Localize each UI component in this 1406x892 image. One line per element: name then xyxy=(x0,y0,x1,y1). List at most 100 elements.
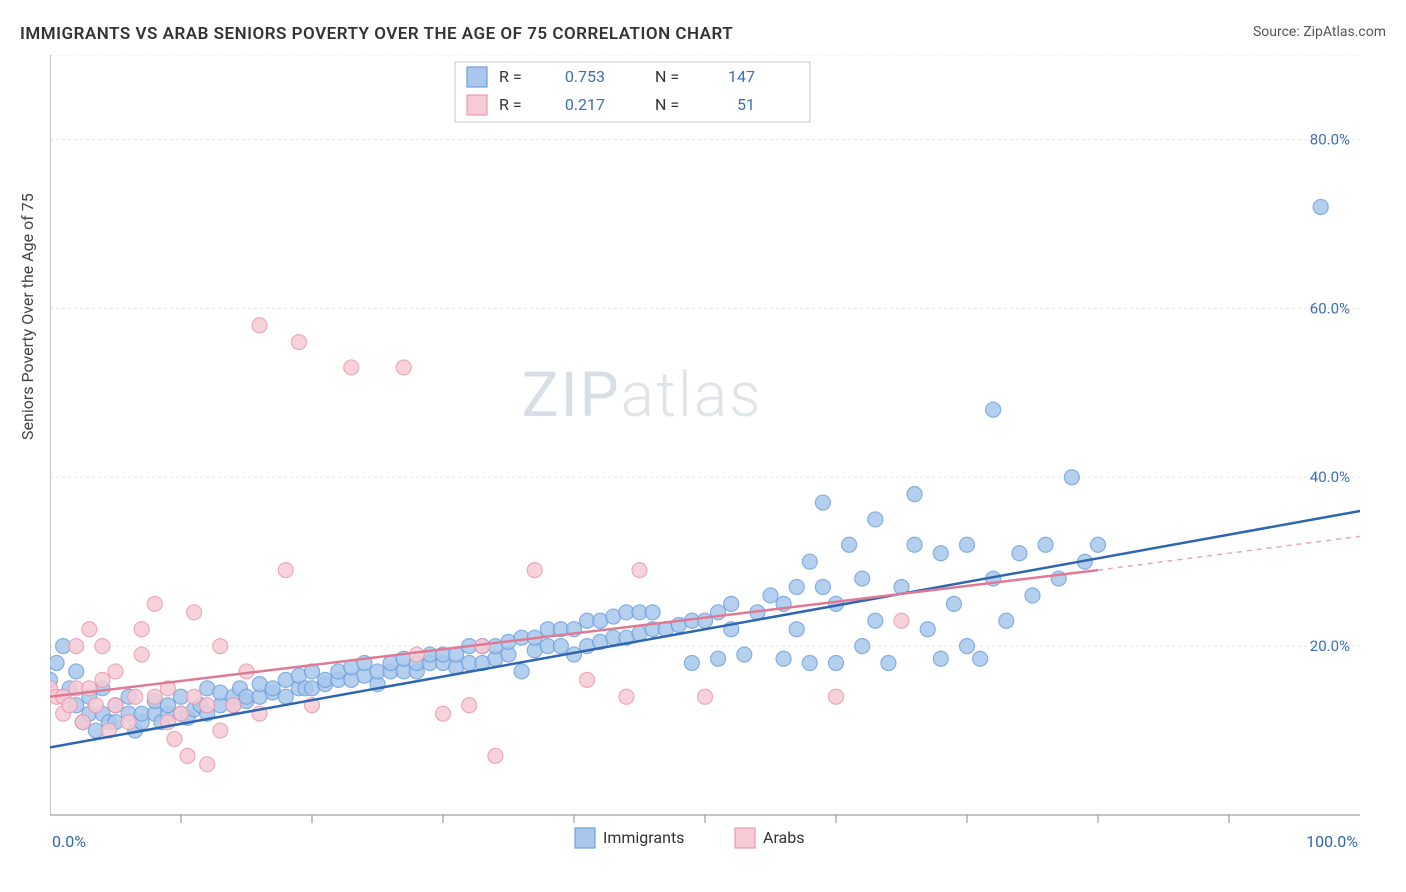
scatter-point xyxy=(396,360,411,375)
scatter-point xyxy=(580,672,595,687)
scatter-point xyxy=(1064,470,1079,485)
scatter-point xyxy=(147,689,162,704)
scatter-point xyxy=(95,639,110,654)
legend-n-value: 147 xyxy=(728,67,755,86)
trend-line xyxy=(50,570,1098,697)
scatter-point xyxy=(134,647,149,662)
scatter-point xyxy=(160,698,175,713)
scatter-point xyxy=(698,613,713,628)
legend-n-label: N = xyxy=(655,95,679,114)
scatter-point xyxy=(291,335,306,350)
scatter-point xyxy=(868,512,883,527)
scatter-point xyxy=(724,596,739,611)
legend-r-value: 0.753 xyxy=(565,67,605,86)
scatter-point xyxy=(737,647,752,662)
scatter-point xyxy=(278,563,293,578)
scatter-point xyxy=(128,689,143,704)
scatter-point xyxy=(527,563,542,578)
scatter-point xyxy=(763,588,778,603)
scatter-point xyxy=(868,613,883,628)
legend-square-icon xyxy=(575,828,595,848)
scatter-point xyxy=(842,537,857,552)
scatter-point xyxy=(488,748,503,763)
scatter-point xyxy=(200,757,215,772)
trend-line xyxy=(50,511,1360,747)
scatter-point xyxy=(462,698,477,713)
legend-n-label: N = xyxy=(655,67,679,86)
scatter-point xyxy=(278,689,293,704)
scatter-chart: 20.0%40.0%60.0%80.0%0.0%100.0%R =0.753N … xyxy=(50,55,1400,885)
scatter-point xyxy=(514,664,529,679)
scatter-point xyxy=(946,596,961,611)
legend-r-value: 0.217 xyxy=(565,95,605,114)
scatter-point xyxy=(920,622,935,637)
scatter-point xyxy=(802,656,817,671)
scatter-point xyxy=(108,698,123,713)
scatter-point xyxy=(226,698,241,713)
scatter-point xyxy=(213,723,228,738)
scatter-point xyxy=(829,689,844,704)
scatter-point xyxy=(69,664,84,679)
scatter-point xyxy=(907,537,922,552)
x-end-label: 100.0% xyxy=(1306,832,1358,851)
scatter-point xyxy=(108,664,123,679)
scatter-point xyxy=(200,698,215,713)
scatter-point xyxy=(344,360,359,375)
scatter-point xyxy=(829,656,844,671)
y-tick-label: 60.0% xyxy=(1310,299,1350,317)
scatter-point xyxy=(1012,546,1027,561)
scatter-point xyxy=(802,554,817,569)
scatter-point xyxy=(855,639,870,654)
trend-line xyxy=(1098,536,1360,570)
scatter-point xyxy=(894,613,909,628)
scatter-point xyxy=(1038,537,1053,552)
legend-square-icon xyxy=(467,67,487,87)
scatter-point xyxy=(69,639,84,654)
scatter-point xyxy=(121,715,136,730)
scatter-point xyxy=(1091,537,1106,552)
scatter-point xyxy=(855,571,870,586)
scatter-point xyxy=(62,698,77,713)
scatter-point xyxy=(1313,200,1328,215)
scatter-point xyxy=(933,546,948,561)
scatter-point xyxy=(134,622,149,637)
scatter-point xyxy=(986,402,1001,417)
scatter-point xyxy=(711,651,726,666)
scatter-point xyxy=(815,580,830,595)
scatter-point xyxy=(180,748,195,763)
scatter-point xyxy=(174,706,189,721)
scatter-point xyxy=(1025,588,1040,603)
legend-series-label: Arabs xyxy=(763,828,805,847)
scatter-point xyxy=(907,487,922,502)
legend-r-label: R = xyxy=(499,67,522,86)
legend-r-label: R = xyxy=(499,95,522,114)
scatter-point xyxy=(167,732,182,747)
source-label: Source: ZipAtlas.com xyxy=(1253,24,1386,40)
scatter-point xyxy=(95,672,110,687)
scatter-point xyxy=(265,681,280,696)
y-axis-label: Seniors Poverty Over the Age of 75 xyxy=(18,193,37,440)
chart-title: IMMIGRANTS VS ARAB SENIORS POVERTY OVER … xyxy=(20,24,733,44)
scatter-point xyxy=(619,689,634,704)
scatter-point xyxy=(409,647,424,662)
scatter-point xyxy=(881,656,896,671)
scatter-point xyxy=(213,639,228,654)
scatter-point xyxy=(776,651,791,666)
scatter-point xyxy=(815,495,830,510)
legend-square-icon xyxy=(467,95,487,115)
scatter-point xyxy=(50,656,64,671)
scatter-point xyxy=(933,651,948,666)
scatter-point xyxy=(436,706,451,721)
y-tick-label: 40.0% xyxy=(1310,468,1350,486)
y-tick-label: 20.0% xyxy=(1310,637,1350,655)
legend-series-label: Immigrants xyxy=(603,828,684,847)
scatter-point xyxy=(684,656,699,671)
scatter-point xyxy=(252,318,267,333)
scatter-point xyxy=(553,639,568,654)
scatter-point xyxy=(973,651,988,666)
scatter-point xyxy=(960,639,975,654)
scatter-point xyxy=(187,689,202,704)
scatter-point xyxy=(789,622,804,637)
legend-n-value: 51 xyxy=(737,95,755,114)
scatter-point xyxy=(632,563,647,578)
